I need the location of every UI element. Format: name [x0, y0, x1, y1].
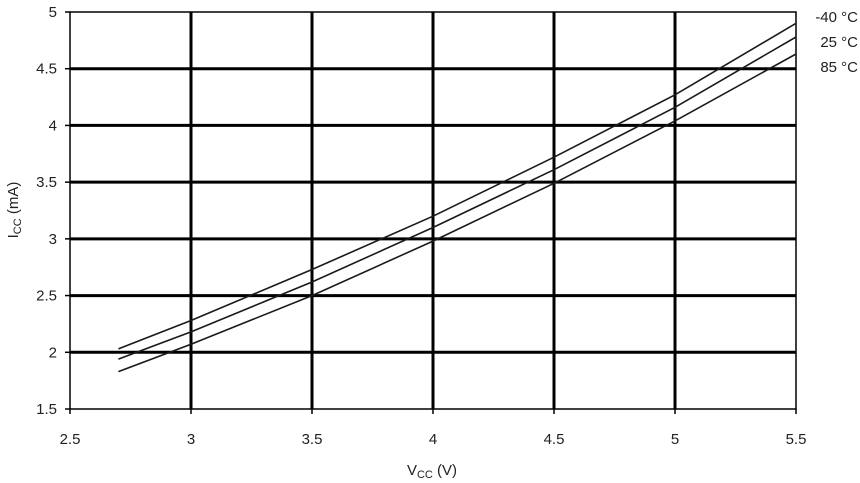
series-line-2 [118, 53, 797, 373]
y-tick-label-0: 1.5 [36, 401, 57, 418]
y-axis-label: ICC (mA) [5, 182, 24, 239]
legend: -40 °C 25 °C 85 °C [815, 9, 858, 76]
y-tick-label-2: 2.5 [36, 288, 57, 305]
y-tick-label-4: 3.5 [36, 174, 57, 191]
x-tick-labels: 2.5 3 3.5 4 4.5 5 5.5 [60, 431, 807, 448]
series-line-1 [118, 36, 797, 360]
y-axis-label-main: I [5, 234, 22, 238]
series-line-0 [118, 22, 797, 350]
grid-lines [65, 11, 797, 414]
legend-label-0: -40 °C [815, 9, 858, 26]
series-layer [118, 22, 797, 373]
x-tick-label-3: 4 [429, 431, 437, 448]
x-axis-label-sub: CC [417, 469, 433, 481]
x-axis-label: VCC (V) [407, 462, 457, 481]
y-tick-label-7: 5 [49, 4, 57, 21]
y-tick-label-5: 4 [49, 117, 57, 134]
x-tick-label-6: 5.5 [786, 431, 807, 448]
x-tick-label-4: 4.5 [544, 431, 565, 448]
y-tick-label-6: 4.5 [36, 61, 57, 78]
y-tick-label-1: 2 [49, 344, 57, 361]
y-tick-label-3: 3 [49, 231, 57, 248]
plot-frame [69, 11, 797, 410]
x-tick-label-5: 5 [671, 431, 679, 448]
x-tick-label-1: 3 [187, 431, 195, 448]
y-tick-labels: 1.5 2 2.5 3 3.5 4 4.5 5 [36, 4, 57, 418]
y-axis-label-sub: CC [12, 218, 24, 234]
legend-label-1: 25 °C [820, 34, 858, 51]
y-axis-label-suffix: (mA) [5, 182, 22, 219]
x-tick-label-2: 3.5 [302, 431, 323, 448]
x-axis-label-main: V [407, 462, 417, 479]
x-axis-label-suffix: (V) [433, 462, 457, 479]
legend-label-2: 85 °C [820, 59, 858, 76]
x-tick-label-0: 2.5 [60, 431, 81, 448]
